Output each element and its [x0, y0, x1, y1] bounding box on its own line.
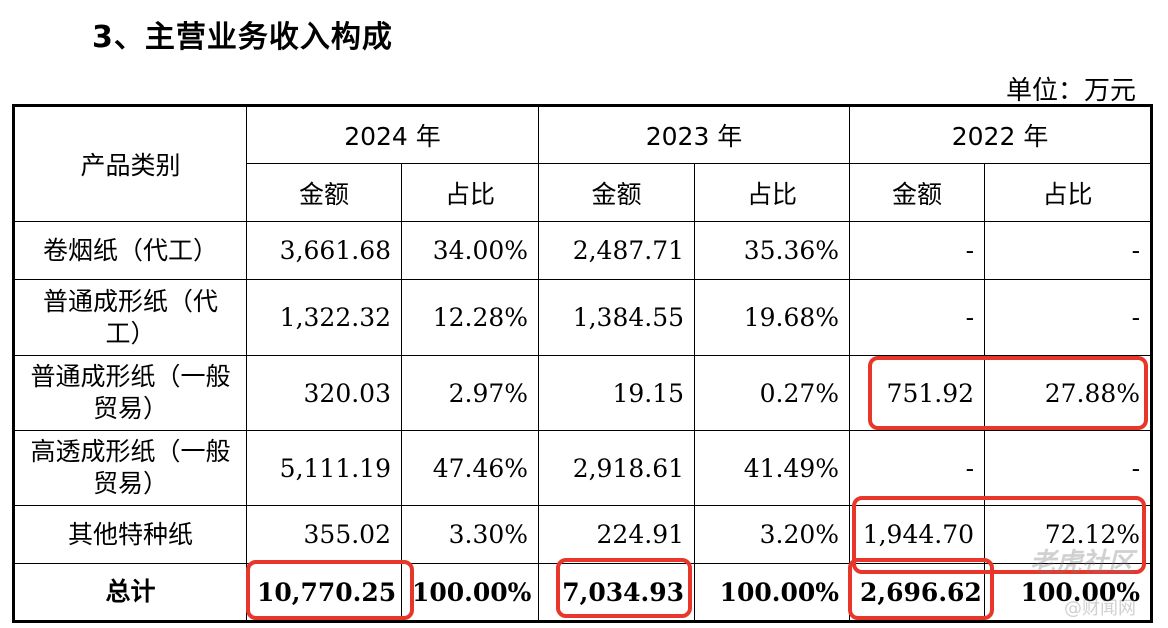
- cell-value: -: [849, 430, 986, 506]
- revenue-table: 产品类别 2024 年 2023 年 2022 年 金额 占比 金额 占比 金额…: [12, 104, 1154, 623]
- cell-value: 2.97%: [400, 355, 540, 431]
- section-heading: 3、主营业务收入构成: [92, 20, 393, 55]
- cell-value: 355.02: [246, 505, 402, 564]
- cell-value: 3.20%: [694, 505, 851, 564]
- row-category: 高透成形纸（一般贸易）: [13, 430, 247, 506]
- table-row: 普通成形纸（代工） 1,322.32 12.28% 1,384.55 19.68…: [13, 279, 1153, 356]
- cell-value: -: [984, 279, 1153, 356]
- year-header-2022: 2022 年: [849, 105, 1153, 164]
- cell-value: 1,322.32: [246, 279, 402, 356]
- cell-value: 35.36%: [694, 221, 851, 280]
- total-value: 100.00%: [400, 563, 540, 622]
- cell-value: 3.30%: [400, 505, 540, 564]
- cell-value: 3,661.68: [246, 221, 402, 280]
- amount-header: 金额: [246, 163, 402, 222]
- watermark-brand: 老虎社区: [1030, 548, 1135, 578]
- cell-value: 5,111.19: [246, 430, 402, 506]
- total-value: 7,034.93: [538, 563, 696, 622]
- highlight-box: [246, 560, 414, 620]
- table-row: 高透成形纸（一般贸易） 5,111.19 47.46% 2,918.61 41.…: [13, 430, 1153, 506]
- row-category: 普通成形纸（一般贸易）: [13, 355, 247, 431]
- amount-header: 金额: [538, 163, 696, 222]
- cell-value: 41.49%: [694, 430, 851, 506]
- cell-value: -: [984, 430, 1153, 506]
- highlight-box: [868, 356, 1148, 430]
- share-header: 占比: [984, 163, 1153, 222]
- cell-value: 2,487.71: [538, 221, 696, 280]
- total-label: 总计: [13, 563, 247, 622]
- unit-label: 单位：万元: [1005, 76, 1136, 106]
- cell-value: 12.28%: [400, 279, 540, 356]
- total-row: 总计 10,770.25 100.00% 7,034.93 100.00% 2,…: [13, 563, 1153, 622]
- row-category: 普通成形纸（代工）: [13, 279, 247, 356]
- amount-header: 金额: [849, 163, 986, 222]
- cell-value: 19.68%: [694, 279, 851, 356]
- cell-value: 2,918.61: [538, 430, 696, 506]
- total-value: 2,696.62: [849, 563, 986, 622]
- cell-value: 320.03: [246, 355, 402, 431]
- row-category: 卷烟纸（代工）: [13, 221, 247, 280]
- watermark-source: @财闻网: [1064, 598, 1136, 619]
- table-row: 卷烟纸（代工） 3,661.68 34.00% 2,487.71 35.36% …: [13, 221, 1153, 280]
- cell-value: 34.00%: [400, 221, 540, 280]
- cell-value: -: [984, 221, 1153, 280]
- cell-value: -: [849, 221, 986, 280]
- share-header: 占比: [694, 163, 851, 222]
- cell-value: 224.91: [538, 505, 696, 564]
- table-row: 普通成形纸（一般贸易） 320.03 2.97% 19.15 0.27% 751…: [13, 355, 1153, 431]
- row-category: 其他特种纸: [13, 505, 247, 564]
- cell-value: 72.12%: [984, 505, 1153, 564]
- cell-value: 47.46%: [400, 430, 540, 506]
- cell-value: 0.27%: [694, 355, 851, 431]
- share-header: 占比: [400, 163, 540, 222]
- year-header-2024: 2024 年: [245, 105, 540, 164]
- total-value: 100.00%: [694, 563, 851, 622]
- year-header-2023: 2023 年: [538, 105, 851, 164]
- highlight-box: [852, 496, 1146, 574]
- cell-value: -: [849, 279, 986, 356]
- cell-value: 1,384.55: [538, 279, 696, 356]
- cell-value: 19.15: [538, 355, 696, 431]
- highlight-box: [556, 558, 692, 618]
- total-value: 10,770.25: [246, 563, 402, 622]
- category-header: 产品类别: [13, 105, 247, 222]
- highlight-box: [848, 558, 994, 620]
